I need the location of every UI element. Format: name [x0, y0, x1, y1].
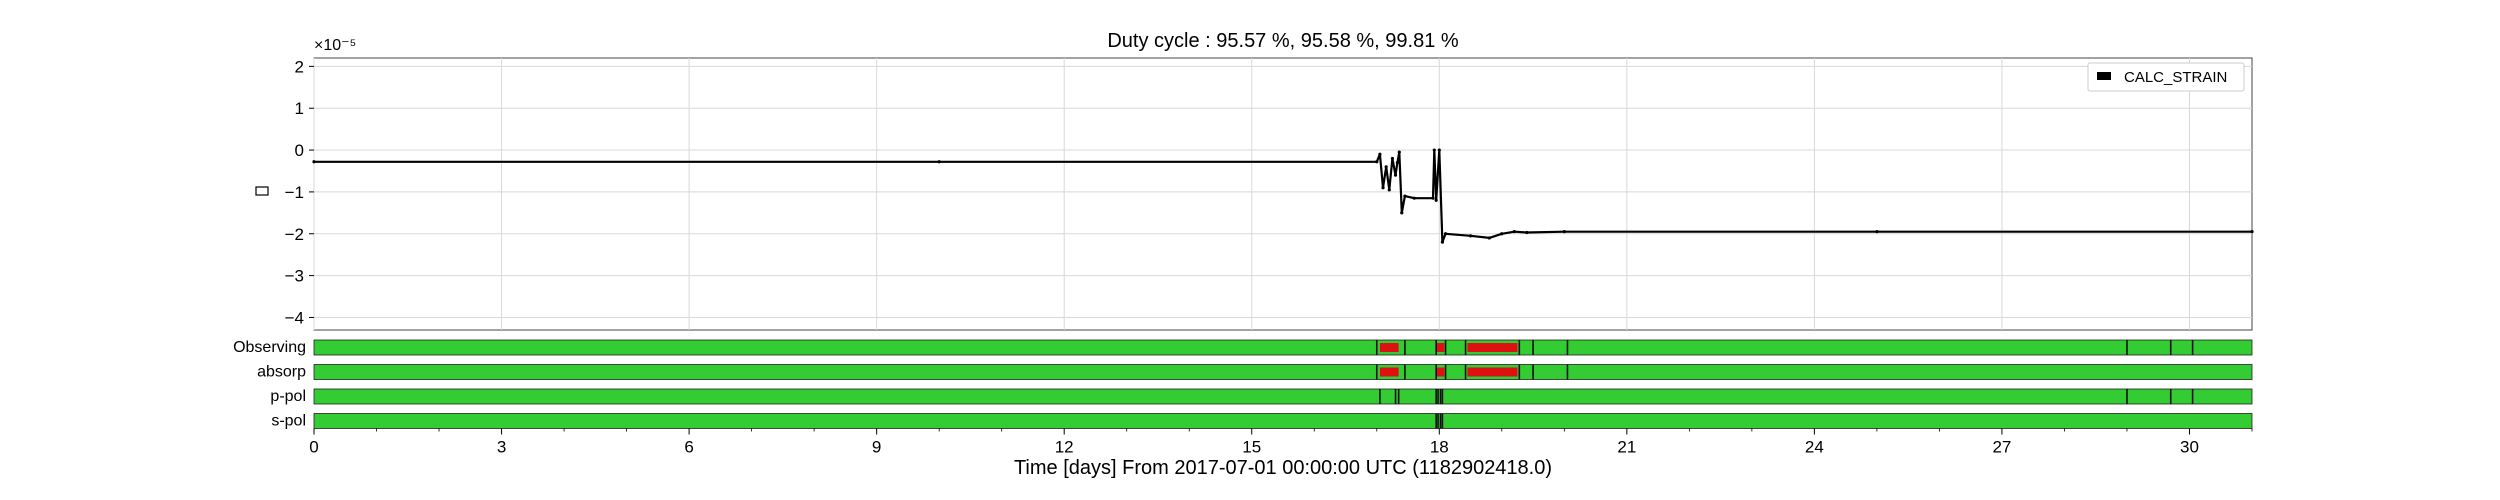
- segment-off-bar: [1467, 343, 1518, 352]
- segment-off-bar: [1467, 367, 1518, 377]
- series-point: [1397, 150, 1401, 154]
- series-point: [1432, 148, 1436, 152]
- series-point: [1562, 230, 1566, 234]
- x-tick-label: 0: [309, 438, 318, 457]
- x-tick-label: 21: [1617, 438, 1636, 457]
- series-point: [1487, 236, 1491, 240]
- series-point: [1403, 194, 1407, 198]
- segment-on-bar: [313, 413, 2253, 429]
- main-plot: 2 1 0 −1 −2 −3 −4: [285, 57, 2254, 331]
- series-point: [1468, 234, 1473, 238]
- series-layer: [312, 148, 2254, 244]
- series-point: [1381, 186, 1385, 190]
- y-tick-label: 2: [295, 57, 304, 76]
- series-point: [1431, 196, 1435, 200]
- segment-row: absorp: [257, 364, 2253, 381]
- segment-on-bar: [313, 388, 2253, 405]
- series-point: [2250, 230, 2254, 234]
- legend-entry: CALC_STRAIN: [2124, 69, 2227, 86]
- series-point: [1390, 156, 1395, 161]
- series-point: [1440, 240, 1445, 244]
- segment-row-label: Observing: [233, 339, 306, 356]
- series-point: [1395, 161, 1400, 165]
- series-point: [1412, 196, 1416, 200]
- segment-off-bar: [1436, 367, 1445, 377]
- series-point: [1875, 230, 1879, 234]
- legend: CALC_STRAIN: [2087, 62, 2245, 92]
- y-multiplier-label: ×10⁻⁵: [314, 37, 356, 54]
- series-point: [937, 160, 941, 164]
- series-point: [1437, 148, 1441, 152]
- y-tick-label: 1: [295, 99, 304, 118]
- series-point: [1375, 160, 1379, 164]
- y-axis-ticks: 2 1 0 −1 −2 −3 −4: [285, 57, 314, 327]
- x-tick-label: 9: [872, 438, 881, 457]
- chart-title: Duty cycle : 95.57 %, 95.58 %, 99.81 %: [1107, 30, 1459, 52]
- series-point: [1512, 230, 1516, 234]
- grid-layer: [313, 58, 2252, 330]
- segment-row: Observing: [233, 339, 2253, 356]
- x-tick-label: 3: [497, 438, 506, 457]
- y-tick-label: −3: [285, 267, 304, 286]
- series-point: [312, 160, 316, 164]
- y-axis-label-box: [255, 186, 269, 196]
- y-tick-label: −2: [285, 225, 304, 244]
- series-point: [1525, 230, 1529, 235]
- segment-row: s-pol: [271, 413, 2253, 430]
- series-line: [314, 149, 2252, 244]
- series-point: [1400, 211, 1404, 215]
- segment-row-label: absorp: [257, 364, 306, 381]
- series-point: [1387, 188, 1391, 192]
- series-point: [1443, 232, 1448, 236]
- x-tick-label: 24: [1805, 438, 1824, 457]
- x-tick-label: 6: [684, 438, 693, 457]
- series-point: [1378, 152, 1382, 156]
- legend-box: [2087, 62, 2245, 92]
- segment-off-bar: [1379, 367, 1399, 377]
- y-tick-label: −1: [285, 183, 304, 202]
- x-tick-label: 18: [1430, 438, 1449, 457]
- series-point: [1500, 232, 1504, 236]
- series-point: [1384, 165, 1388, 169]
- y-tick-label: 0: [295, 141, 304, 160]
- segment-row-label: s-pol: [271, 413, 306, 430]
- segment-row: p-pol: [270, 388, 2253, 405]
- legend-swatch: [2097, 72, 2111, 80]
- x-axis-ticks: 0 3 6 9 12 15 18 21 24 27 30: [309, 428, 2253, 457]
- segment-off-bar: [1379, 343, 1399, 352]
- y-tick-label: −4: [285, 308, 304, 327]
- segments-layer: Observing absorp p-pol s-pol: [233, 339, 2253, 430]
- x-tick-label: 15: [1242, 438, 1261, 457]
- x-axis-label: Time [days] From 2017-07-01 00:00:00 UTC…: [1014, 457, 1552, 479]
- series-point: [1434, 198, 1438, 202]
- segment-row-label: p-pol: [270, 388, 306, 405]
- x-tick-label: 12: [1055, 438, 1074, 457]
- series-point: [1393, 173, 1398, 177]
- segment-on-bar: [313, 364, 2253, 380]
- segment-on-bar: [313, 339, 2253, 356]
- segment-off-bar: [1436, 343, 1445, 352]
- x-tick-label: 27: [1992, 438, 2011, 457]
- x-tick-label: 30: [2180, 438, 2199, 457]
